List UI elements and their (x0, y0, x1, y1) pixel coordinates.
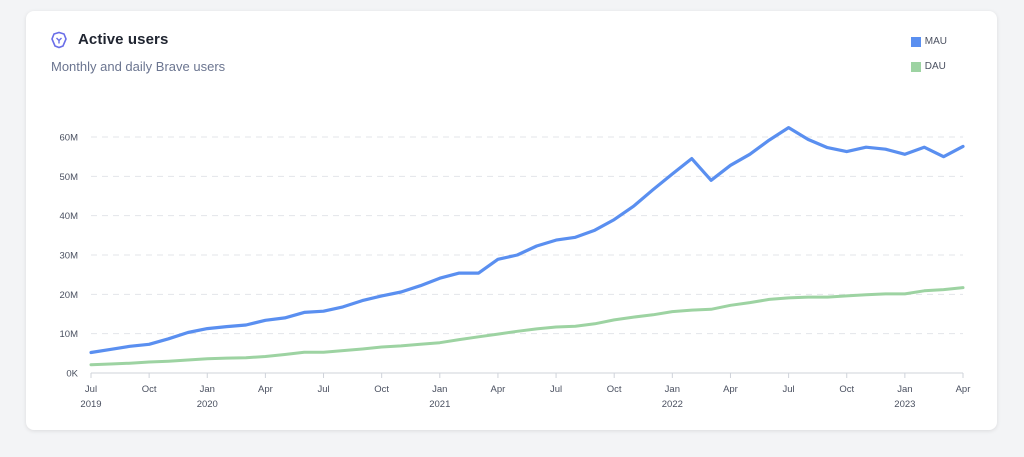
legend-swatch-mau (910, 36, 921, 47)
x-tick-year: 2022 (662, 399, 683, 410)
x-tick-label: Jul (317, 384, 329, 395)
series-line-mau (89, 125, 965, 355)
x-tick-label: Apr (258, 384, 273, 395)
grid-lines (91, 136, 963, 374)
y-tick-label: 20M (60, 290, 79, 301)
chart-subtitle: Monthly and daily Brave users (51, 59, 226, 74)
y-tick-label: 0K (66, 369, 78, 380)
x-tick-label: Apr (491, 384, 506, 395)
legend-item-dau[interactable]: DAU (910, 60, 947, 73)
x-tick-year: 2019 (80, 399, 101, 410)
x-tick-year: 2020 (197, 399, 218, 410)
chart-title: Active users (78, 31, 169, 48)
legend-label-mau: MAU (924, 36, 947, 47)
x-tick-label: Oct (607, 384, 622, 395)
chart-legend: MAU DAU (910, 35, 947, 85)
x-tick-label: Apr (956, 384, 971, 395)
x-tick-label: Apr (723, 384, 738, 395)
x-tick-label: Jan (665, 384, 680, 395)
y-axis: 0K 10M 20M 30M 40M 50M 60M (60, 133, 79, 380)
legend-label-dau: DAU (924, 61, 946, 72)
x-tick-label: Oct (839, 384, 854, 395)
series-lines (89, 125, 965, 367)
x-tick-label: Jul (550, 384, 562, 395)
x-tick-label: Jul (85, 384, 97, 395)
y-tick-label: 50M (60, 172, 79, 183)
x-tick-label: Oct (374, 384, 389, 395)
x-tick-label: Jan (200, 384, 215, 395)
x-tick-year: 2023 (894, 399, 915, 410)
x-tick-label: Oct (142, 384, 157, 395)
x-tick-year: 2021 (429, 399, 450, 410)
y-tick-label: 40M (60, 211, 79, 222)
y-tick-label: 10M (60, 329, 79, 340)
y-tick-label: 60M (60, 133, 79, 144)
series-line-dau (89, 286, 965, 367)
x-axis: Jul 2019 Oct Jan 2020 Apr Jul Oct Jan 2021 Apr Jul O… (80, 373, 970, 410)
x-tick-label: Jan (432, 384, 447, 395)
x-tick-label: Jul (783, 384, 795, 395)
legend-swatch-dau (910, 61, 921, 72)
legend-item-mau[interactable]: MAU (910, 35, 947, 48)
brave-lion-icon (51, 31, 67, 49)
y-tick-label: 30M (60, 251, 79, 262)
x-tick-label: Jan (897, 384, 912, 395)
